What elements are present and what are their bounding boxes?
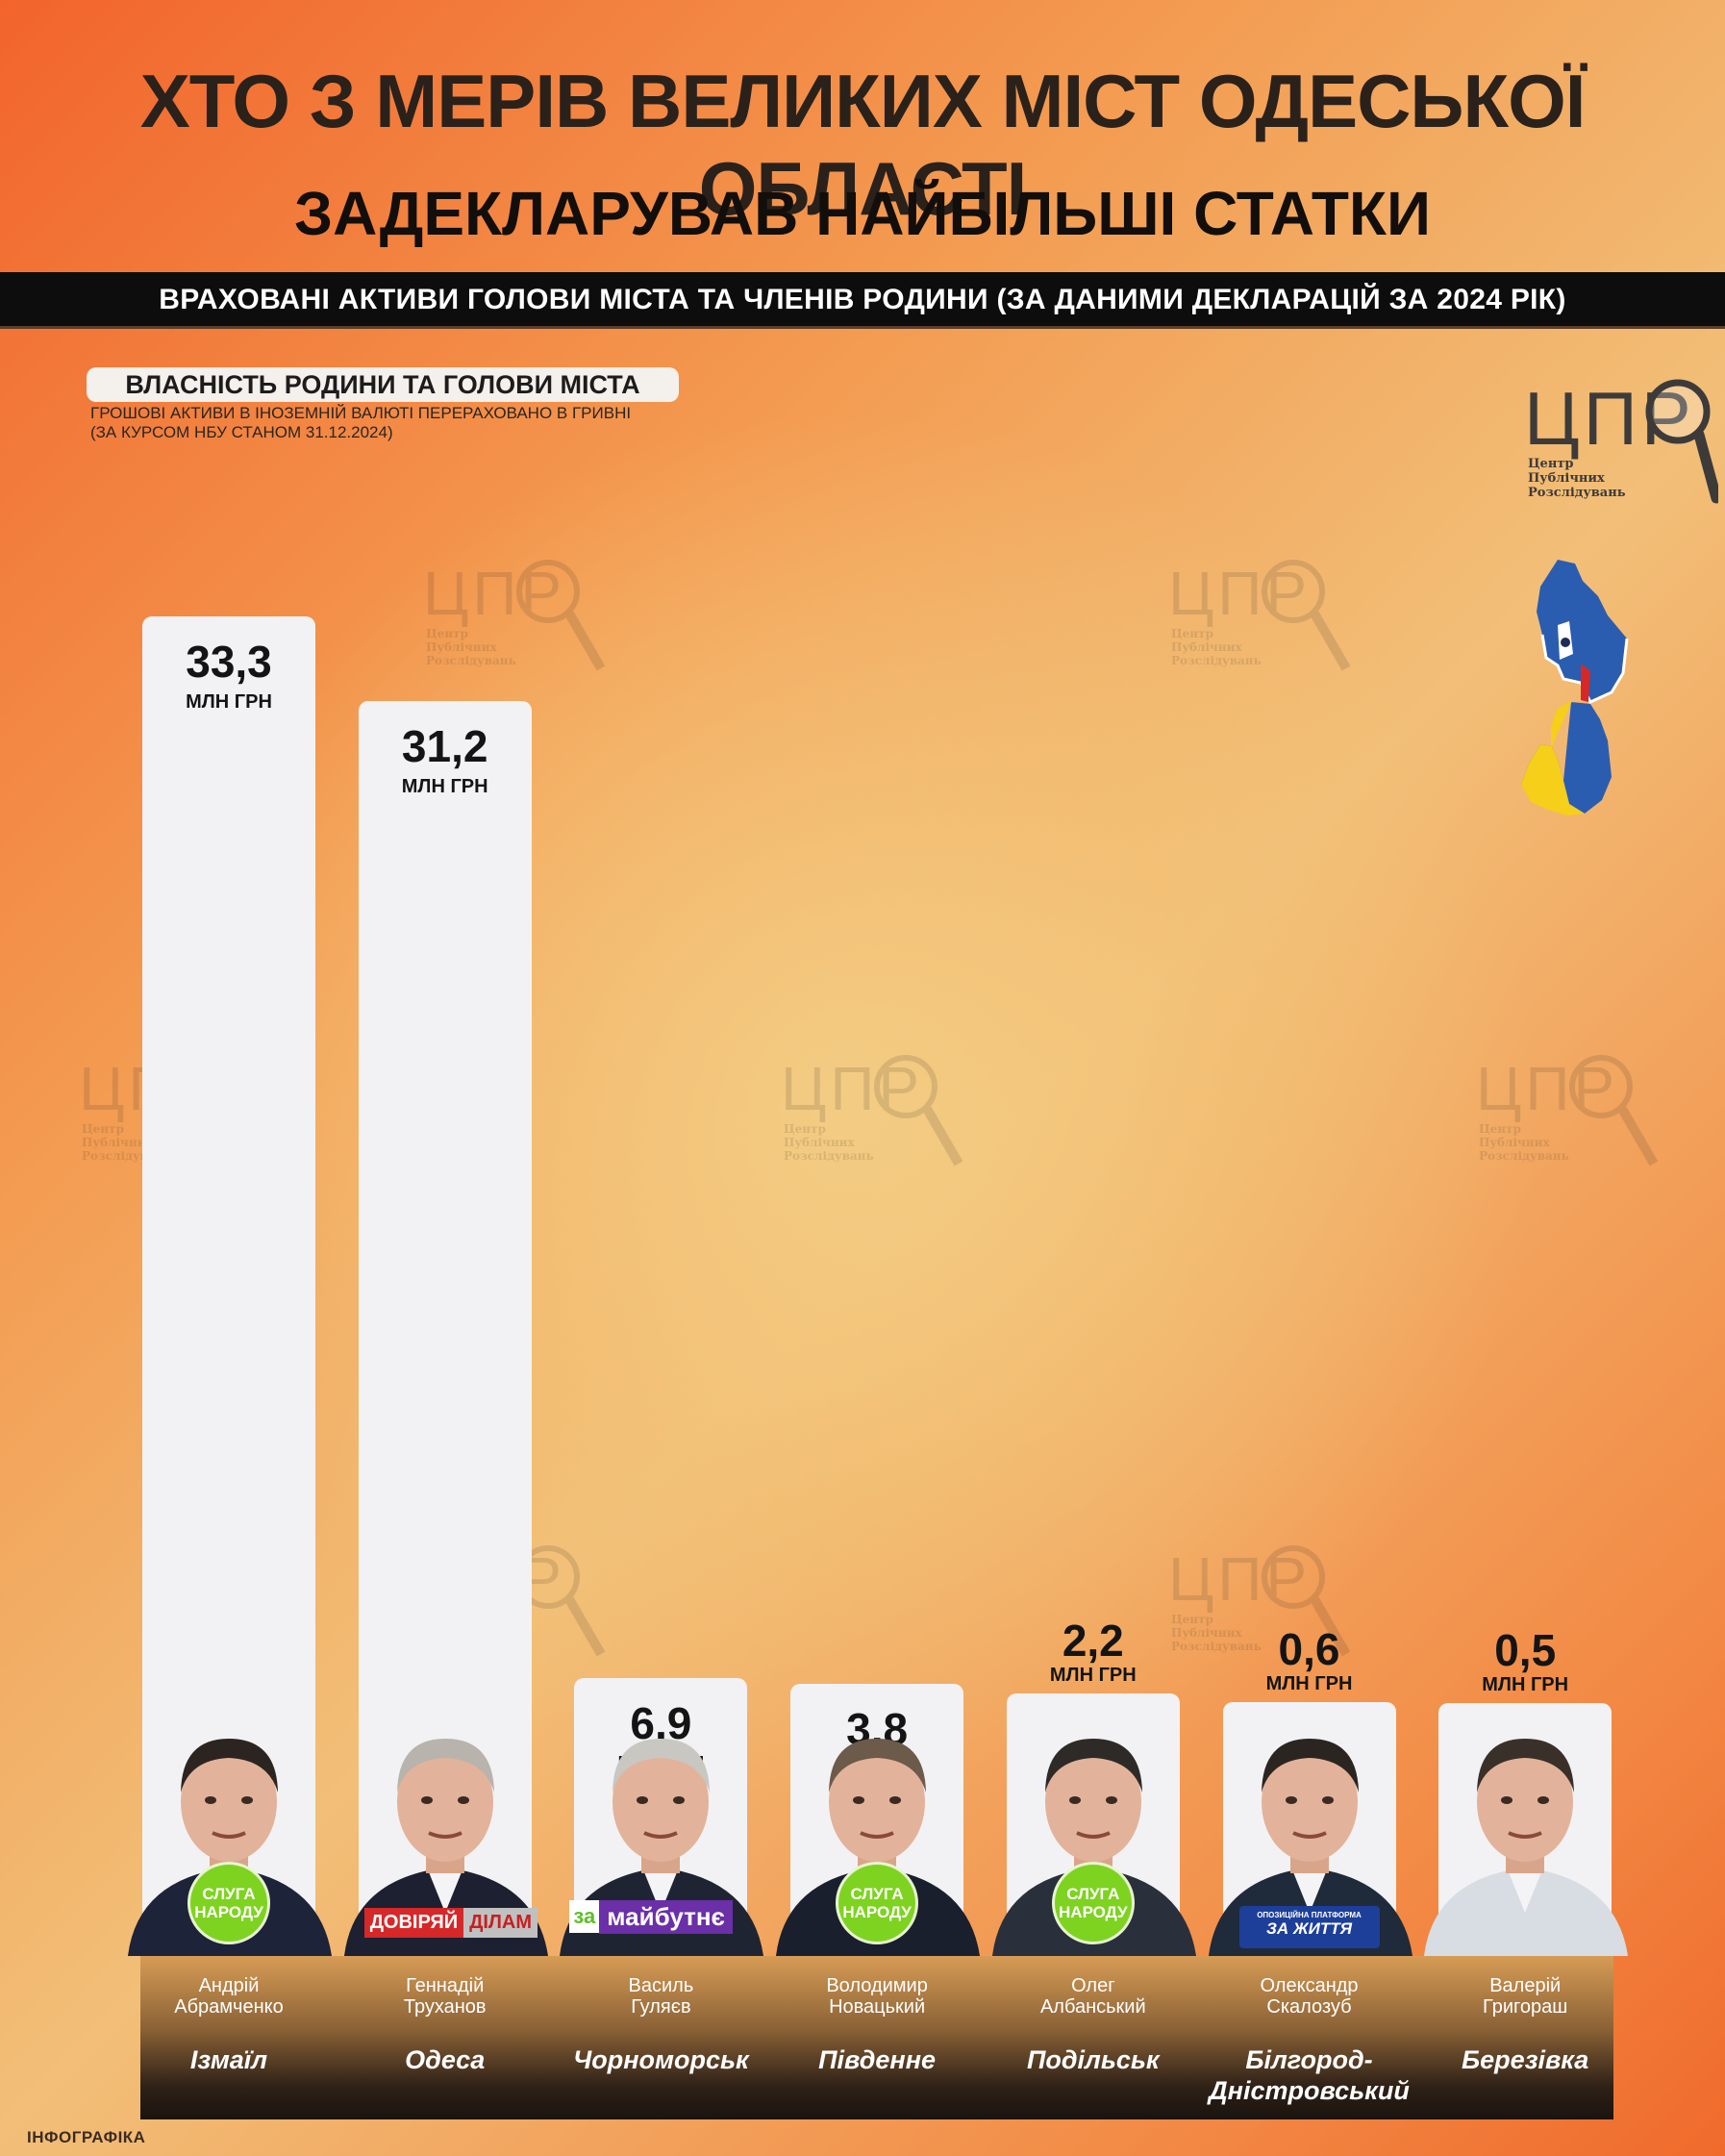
party-badge-op-za-zhyttia: ОПОЗИЦІЙНА ПЛАТФОРМА ЗА ЖИТТЯ [1238,1906,1380,1948]
odesa-oblast-map-icon [1521,560,1629,815]
data-unit: МЛН ГРН [1482,1674,1569,1695]
bar [142,616,315,1956]
party-badge-word: майбутнє [599,1899,733,1934]
mayor-city: Одеса [405,2045,486,2074]
mayor-name: Олег Албанський [988,1975,1199,2018]
currency-note-line2: (ЗА КУРСОМ НБУ СТАНОМ 31.12.2024) [90,423,393,441]
party-badge-doviryai-dilam: ДОВІРЯЙ ДІЛАМ [363,1906,538,1939]
data-unit: МЛН ГРН [1265,1673,1353,1695]
data-unit: МЛН ГРН [401,775,488,797]
mayor-first-name: Олександр [1260,1975,1359,1996]
mayor-city: Чорноморськ [573,2045,749,2074]
party-badge-za-maibutne: за майбутнє [569,1898,733,1935]
mayor-first-name: Олег [1071,1975,1115,1996]
infographic-credit: ІНФОГРАФІКА [27,2128,146,2146]
logo-caption: Центр Публічних Розслідувань [1528,457,1626,500]
mayor-name: Валерій Григораш [1419,1975,1631,2018]
mayor-last-name: Труханов [403,1996,487,2018]
party-badge-main: ЗА ЖИТТЯ [1265,1919,1353,1938]
mayor-first-name: Володимир [826,1975,928,1996]
currency-note-line1: ГРОШОВІ АКТИВИ В ІНОЗЕМНІЙ ВАЛЮТІ ПЕРЕРА… [90,404,632,422]
mayor-city: Південне [818,2045,937,2074]
mayor-last-name: Абрамченко [174,1996,284,2018]
data-label: 0,6 [1278,1624,1340,1675]
mayor-city: Ізмаїл [189,2045,268,2074]
data-label: 33,3 [186,637,272,687]
mayor-last-name: Гуляєв [631,1996,691,2018]
banner-divider [0,326,1725,329]
data-unit: МЛН ГРН [1049,1664,1137,1686]
mayor-city: Білгород-Дністровський [1209,2045,1410,2105]
mayor-first-name: Андрій [198,1975,260,1996]
mayor-first-name: Геннадій [406,1975,485,1996]
mayor-last-name: Албанський [1039,1996,1146,2018]
mayor-first-name: Василь [628,1975,694,1996]
mayor-last-name: Новацький [829,1996,926,2018]
data-label: 0,5 [1494,1625,1557,1675]
logo-caption-line3: Розслідувань [1528,486,1626,500]
logo-caption-line2: Публічних [1528,471,1605,486]
mayor-portrait [560,1739,764,1956]
magnifier-icon [1645,379,1718,504]
data-label: 2,2 [1062,1615,1124,1666]
page-subtitle: ЗАДЕКЛАРУВАВ НАЙБІЛЬШІ СТАТКИ [294,179,1431,248]
mayor-name: Олександр Скалозуб [1204,1975,1415,2018]
currency-note: ГРОШОВІ АКТИВИ В ІНОЗЕМНІЙ ВАЛЮТІ ПЕРЕРА… [90,404,631,442]
page-title: ХТО З МЕРІВ ВЕЛИКИХ МІСТ ОДЕСЬКОЇ ОБЛАСТ… [139,59,1587,231]
party-badge-sluha-narodu: СЛУГА НАРОДУ [836,1862,919,1944]
data-label: 31,2 [401,720,488,771]
mayor-name: Андрій Абрамченко [123,1975,335,2018]
logo-caption-line1: Центр [1528,457,1574,471]
party-badge-sluha-narodu: СЛУГА НАРОДУ [1051,1862,1135,1944]
names-footer [140,1956,1613,2119]
mayor-portrait [1424,1739,1629,1956]
party-badge-word: за [569,1900,600,1933]
mayor-city: Подільськ [1026,2045,1160,2074]
mayor-first-name: Валерій [1489,1975,1562,1996]
mayor-city: Березівка [1462,2045,1589,2074]
info-banner: ВРАХОВАНІ АКТИВИ ГОЛОВИ МІСТА ТА ЧЛЕНІВ … [0,272,1725,328]
mayor-name: Геннадій Труханов [339,1975,551,2018]
data-unit: МЛН ГРН [186,691,272,713]
mayor-name: Володимир Новацький [771,1975,983,2018]
mayor-last-name: Скалозуб [1266,1996,1352,2018]
mayor-name: Василь Гуляєв [555,1975,766,2018]
party-badge-small: ОПОЗИЦІЙНА ПЛАТФОРМА [1257,1911,1362,1919]
party-badge-sluha-narodu: СЛУГА НАРОДУ [188,1862,270,1944]
party-badge-word: ДІЛАМ [463,1907,538,1938]
party-badge-word: ДОВІРЯЙ [363,1907,464,1938]
legend-label: ВЛАСНІСТЬ РОДИНИ ТА ГОЛОВИ МІСТА [87,367,679,402]
mayor-last-name: Григораш [1483,1996,1568,2018]
cpr-logo: ЦПР Центр Публічних Розслідувань [1524,375,1718,510]
